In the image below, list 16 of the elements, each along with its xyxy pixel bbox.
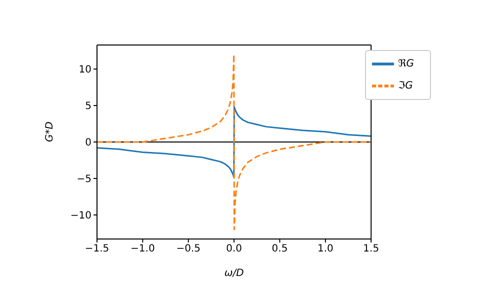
y-tick-label: 10 bbox=[78, 64, 92, 76]
y-tick-label: 5 bbox=[85, 101, 92, 112]
x-tick-label: −0.5 bbox=[176, 244, 201, 255]
y-axis-title: G*D bbox=[44, 121, 56, 142]
x-tick-label: 1.0 bbox=[317, 244, 334, 255]
y-tick-label: −10 bbox=[70, 210, 92, 222]
x-axis-title: ω/D bbox=[224, 268, 244, 279]
x-tick-label: −1.5 bbox=[84, 244, 110, 255]
legend-label: ℜG bbox=[398, 58, 414, 70]
x-tick-label: 1.5 bbox=[363, 244, 380, 255]
legend-label: ℑG bbox=[398, 80, 413, 92]
x-tick-label: −1.0 bbox=[130, 244, 155, 255]
y-tick-label: 0 bbox=[85, 138, 92, 149]
x-tick-label: 0.5 bbox=[272, 244, 288, 255]
x-tick-label: 0.0 bbox=[226, 244, 242, 255]
y-tick-label: −5 bbox=[76, 174, 92, 186]
